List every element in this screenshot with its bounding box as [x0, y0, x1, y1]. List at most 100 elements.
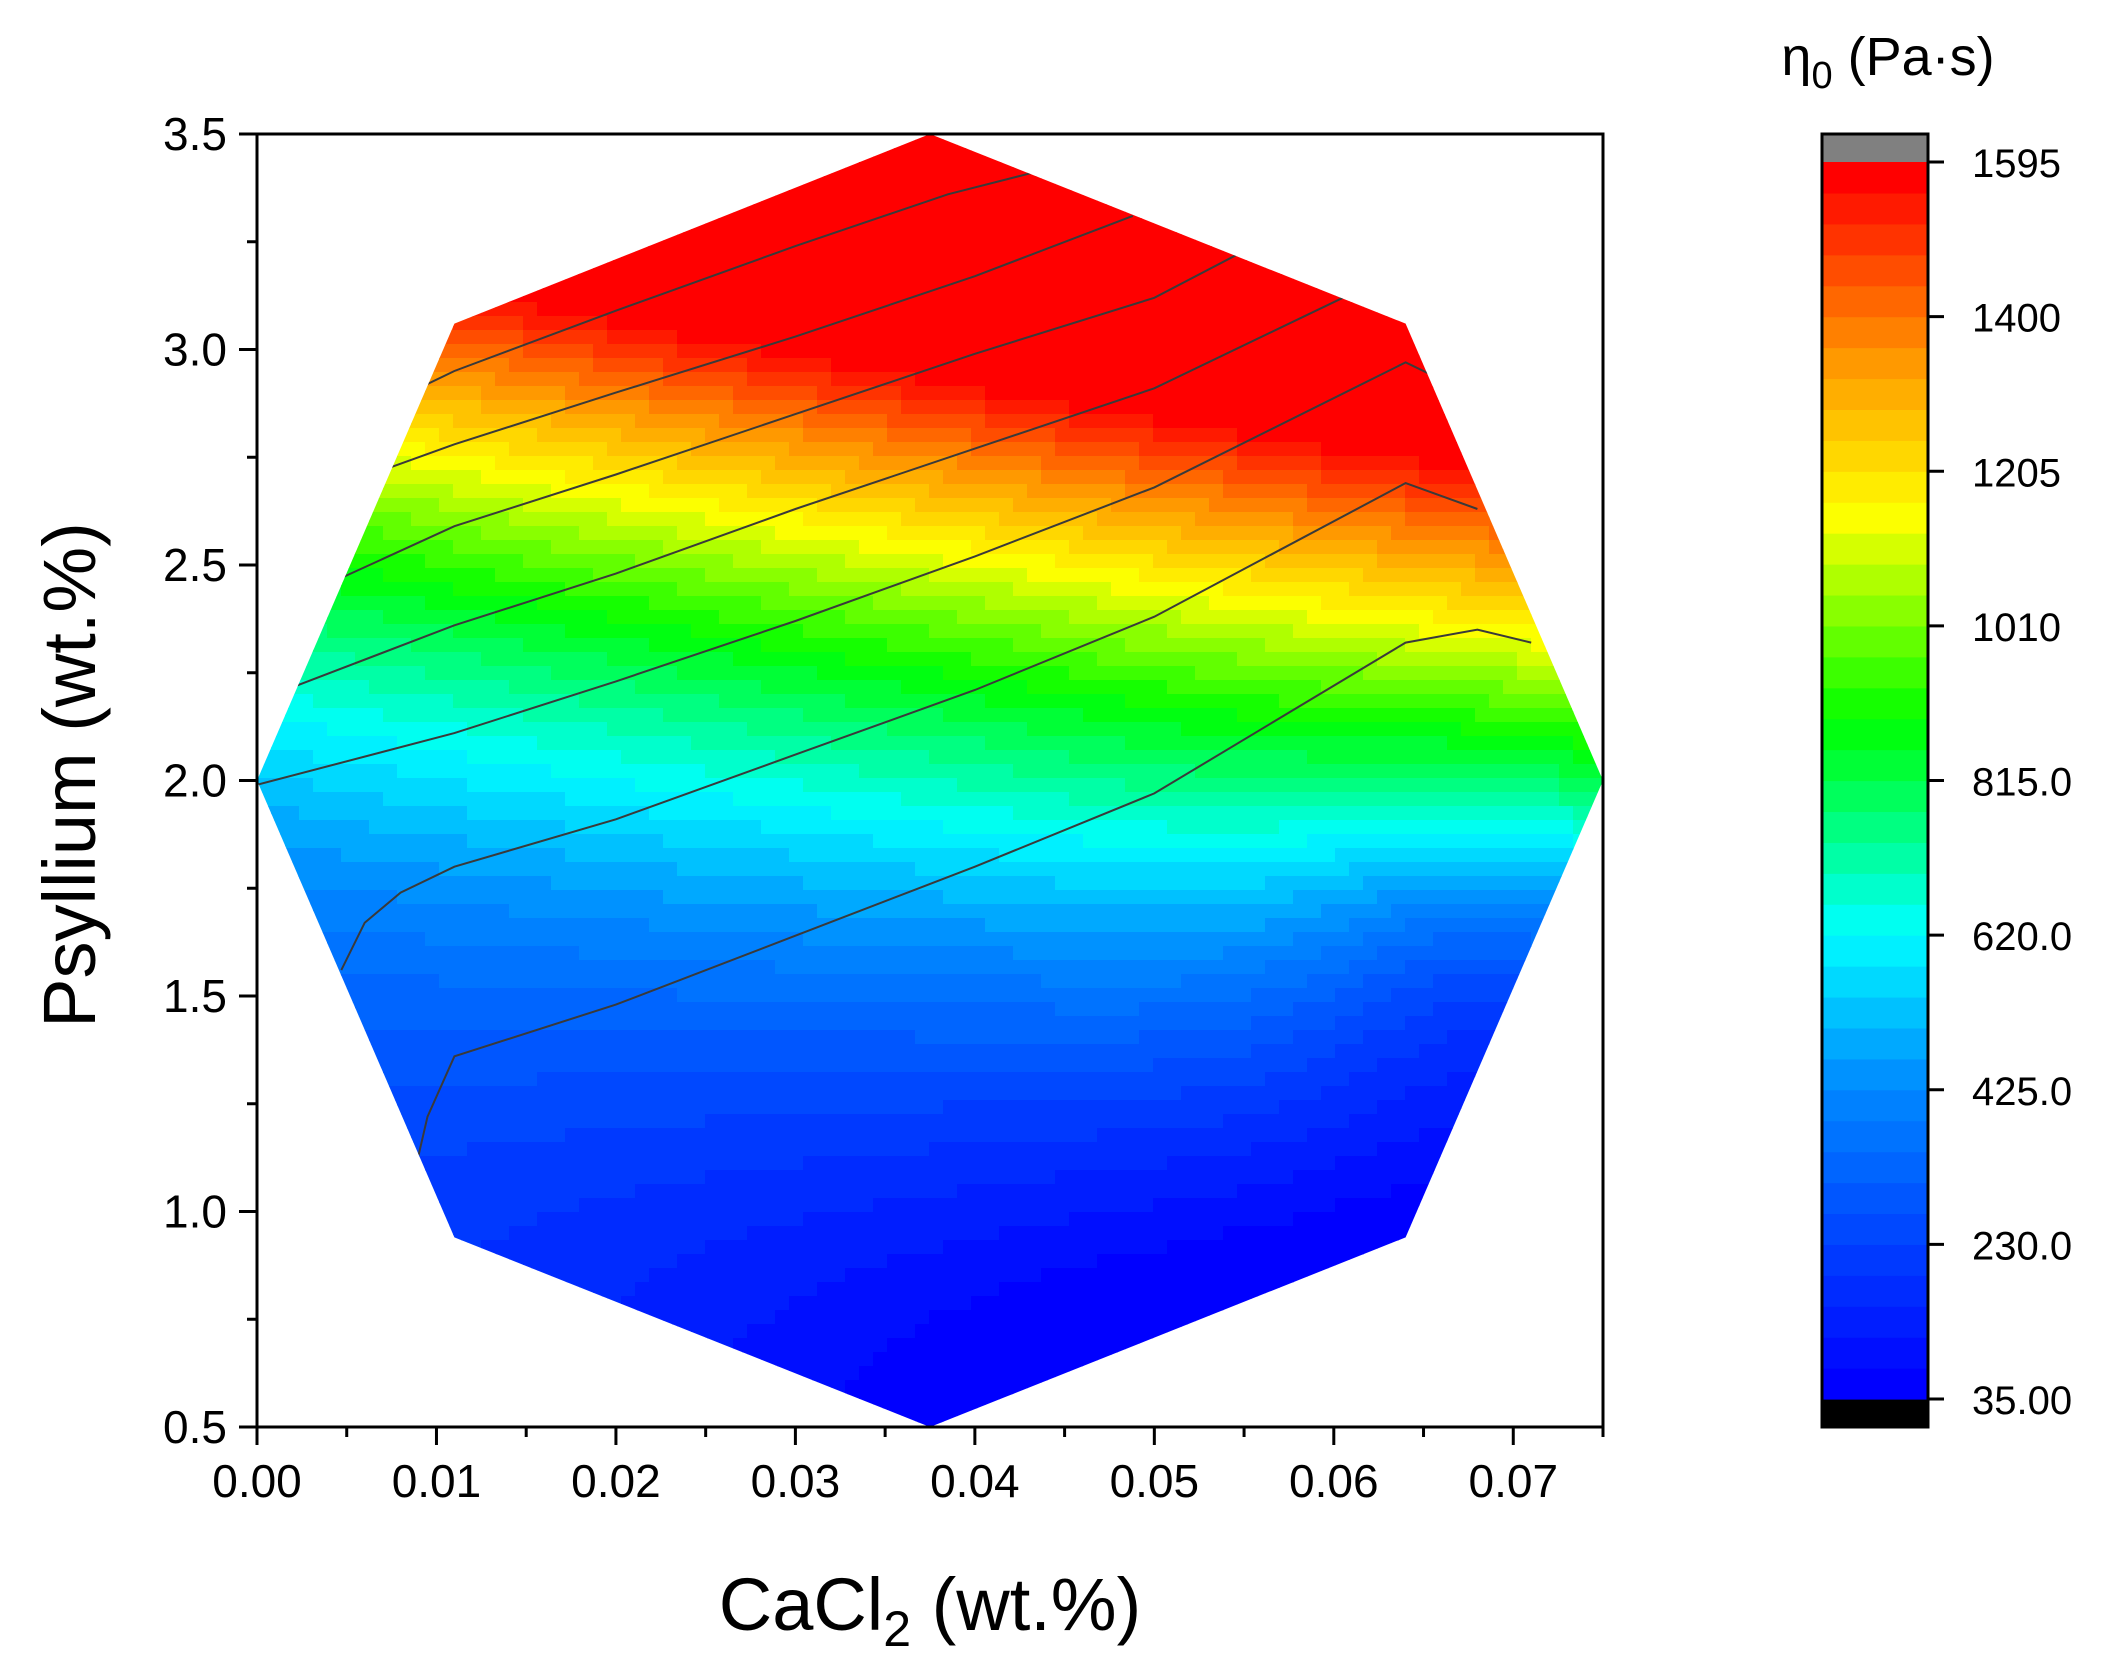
contour-cell	[509, 162, 524, 177]
contour-cell	[859, 792, 874, 807]
contour-cell	[719, 1030, 734, 1045]
contour-cell	[481, 1002, 496, 1017]
contour-cell	[593, 890, 608, 905]
contour-cell	[915, 1044, 930, 1059]
contour-cell	[845, 176, 860, 191]
contour-cell	[887, 344, 902, 359]
contour-cell	[831, 316, 846, 331]
contour-cell	[621, 750, 636, 765]
contour-cell	[691, 904, 706, 919]
contour-cell	[257, 1282, 272, 1297]
contour-cell	[551, 1030, 566, 1045]
contour-cell	[313, 946, 328, 961]
contour-cell	[985, 274, 1000, 289]
contour-cell	[439, 302, 454, 317]
contour-cell	[719, 1338, 734, 1353]
contour-cell	[355, 372, 370, 387]
contour-cell	[369, 540, 384, 555]
contour-cell	[383, 806, 398, 821]
contour-cell	[789, 456, 804, 471]
contour-cell	[523, 372, 538, 387]
contour-cell	[355, 1100, 370, 1115]
contour-cell	[859, 232, 874, 247]
contour-cell	[705, 890, 720, 905]
contour-cell	[957, 694, 972, 709]
contour-cell	[705, 904, 720, 919]
contour-cell	[943, 1086, 958, 1101]
contour-cell	[537, 960, 552, 975]
contour-cell	[747, 442, 762, 457]
contour-cell	[817, 722, 832, 737]
contour-cell	[439, 652, 454, 667]
contour-cell	[341, 792, 356, 807]
contour-cell	[901, 932, 916, 947]
contour-cell	[845, 1226, 860, 1241]
contour-cell	[761, 232, 776, 247]
contour-cell	[705, 1338, 720, 1353]
contour-cell	[943, 960, 958, 975]
contour-cell	[425, 1016, 440, 1031]
contour-cell	[341, 820, 356, 835]
contour-cell	[383, 834, 398, 849]
contour-cell	[425, 316, 440, 331]
contour-cell	[845, 932, 860, 947]
contour-cell	[397, 302, 412, 317]
contour-cell	[537, 946, 552, 961]
contour-cell	[887, 442, 902, 457]
contour-cell	[285, 456, 300, 471]
contour-cell	[327, 1100, 342, 1115]
contour-cell	[523, 1170, 538, 1185]
contour-cell	[985, 428, 1000, 443]
contour-cell	[859, 1338, 874, 1353]
contour-cell	[831, 1240, 846, 1255]
contour-cell	[845, 1240, 860, 1255]
contour-cell	[579, 834, 594, 849]
contour-cell	[579, 386, 594, 401]
contour-cell	[817, 1142, 832, 1157]
contour-cell	[705, 806, 720, 821]
contour-cell	[453, 1156, 468, 1171]
contour-cell	[313, 778, 328, 793]
contour-cell	[285, 344, 300, 359]
contour-cell	[873, 904, 888, 919]
contour-cell	[999, 834, 1014, 849]
contour-cell	[551, 960, 566, 975]
contour-cell	[985, 218, 1000, 233]
contour-cell	[831, 1366, 846, 1381]
contour-cell	[677, 400, 692, 415]
contour-cell	[803, 1184, 818, 1199]
contour-cell	[467, 1338, 482, 1353]
contour-cell	[593, 848, 608, 863]
contour-cell	[845, 554, 860, 569]
contour-cell	[369, 624, 384, 639]
contour-cell	[299, 806, 314, 821]
contour-cell	[775, 1240, 790, 1255]
contour-cell	[467, 288, 482, 303]
contour-cell	[775, 568, 790, 583]
contour-cell	[299, 1366, 314, 1381]
contour-cell	[677, 246, 692, 261]
contour-cell	[355, 582, 370, 597]
contour-cell	[313, 624, 328, 639]
contour-cell	[579, 708, 594, 723]
contour-cell	[957, 1296, 972, 1311]
contour-cell	[999, 974, 1014, 989]
contour-cell	[873, 568, 888, 583]
contour-cell	[523, 890, 538, 905]
contour-cell	[887, 288, 902, 303]
contour-cell	[915, 596, 930, 611]
contour-cell	[285, 330, 300, 345]
contour-cell	[677, 288, 692, 303]
contour-cell	[425, 918, 440, 933]
contour-cell	[985, 1254, 1000, 1269]
contour-cell	[649, 470, 664, 485]
contour-cell	[299, 862, 314, 877]
contour-cell	[509, 134, 524, 149]
contour-cell	[733, 1422, 748, 1427]
contour-cell	[705, 1212, 720, 1227]
contour-cell	[705, 512, 720, 527]
contour-cell	[509, 960, 524, 975]
contour-cell	[971, 1296, 986, 1311]
contour-cell	[999, 960, 1014, 975]
contour-cell	[719, 288, 734, 303]
